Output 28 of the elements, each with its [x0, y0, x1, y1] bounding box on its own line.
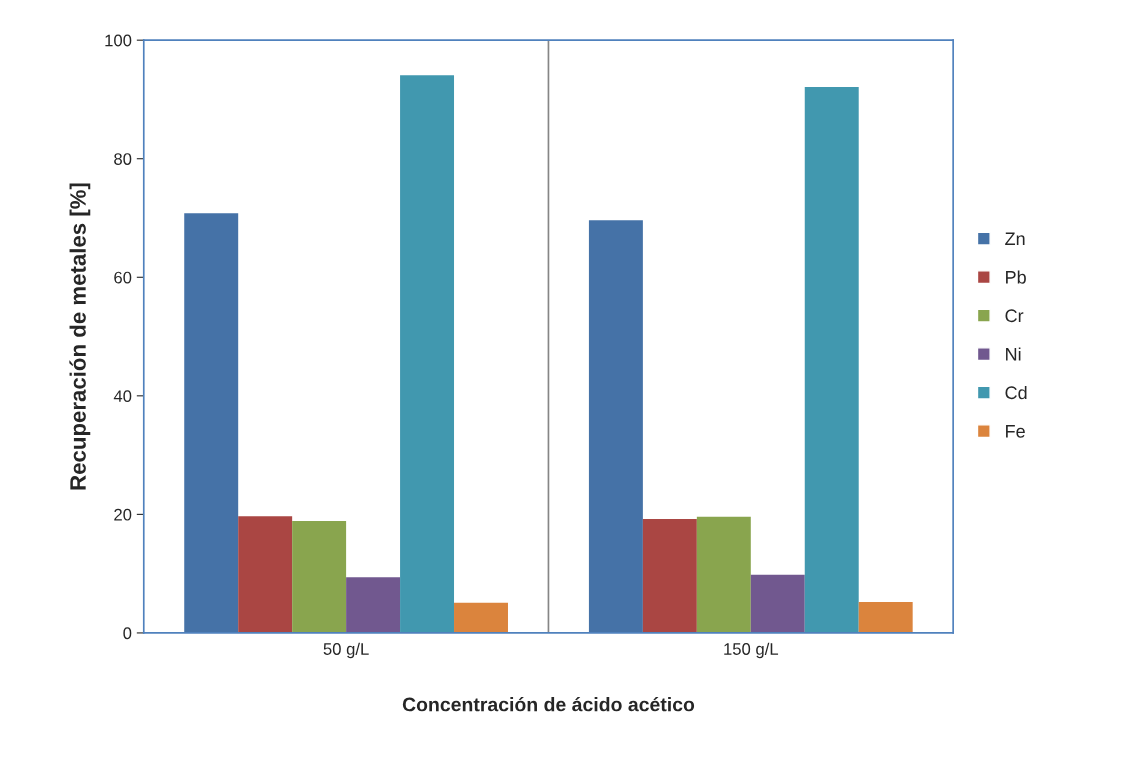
legend-label: Pb — [1006, 270, 1026, 284]
y-axis-title: Recuperación de metales [%] — [69, 183, 91, 490]
bar — [696, 516, 751, 633]
bar — [454, 602, 508, 633]
legend-label: Zn — [1005, 232, 1025, 245]
legend-label: Fe — [1006, 425, 1025, 438]
y-tick-label: 100 — [105, 34, 132, 47]
x-tick-label: 150 g/L — [724, 642, 779, 659]
bar — [292, 520, 347, 633]
bar — [588, 220, 643, 633]
y-tick-label: 20 — [114, 508, 132, 521]
y-tick-label: 60 — [114, 271, 132, 284]
bar — [750, 574, 805, 633]
legend-label: Cd — [1005, 385, 1027, 400]
bar — [642, 519, 697, 633]
x-axis-title: Concentración de ácido acético — [402, 696, 695, 712]
bar — [184, 213, 239, 633]
bar — [804, 87, 859, 633]
bar — [400, 75, 455, 633]
bar — [858, 602, 913, 633]
bar — [346, 577, 401, 633]
y-tick-label: 0 — [123, 627, 132, 640]
y-tick-label: 40 — [113, 390, 132, 403]
bar — [238, 516, 293, 633]
legend-label: Ni — [1006, 347, 1021, 361]
legend-label: Cr — [1005, 309, 1024, 323]
y-tick-label: 80 — [114, 153, 132, 165]
x-tick-label: 50 g/L — [323, 642, 369, 659]
